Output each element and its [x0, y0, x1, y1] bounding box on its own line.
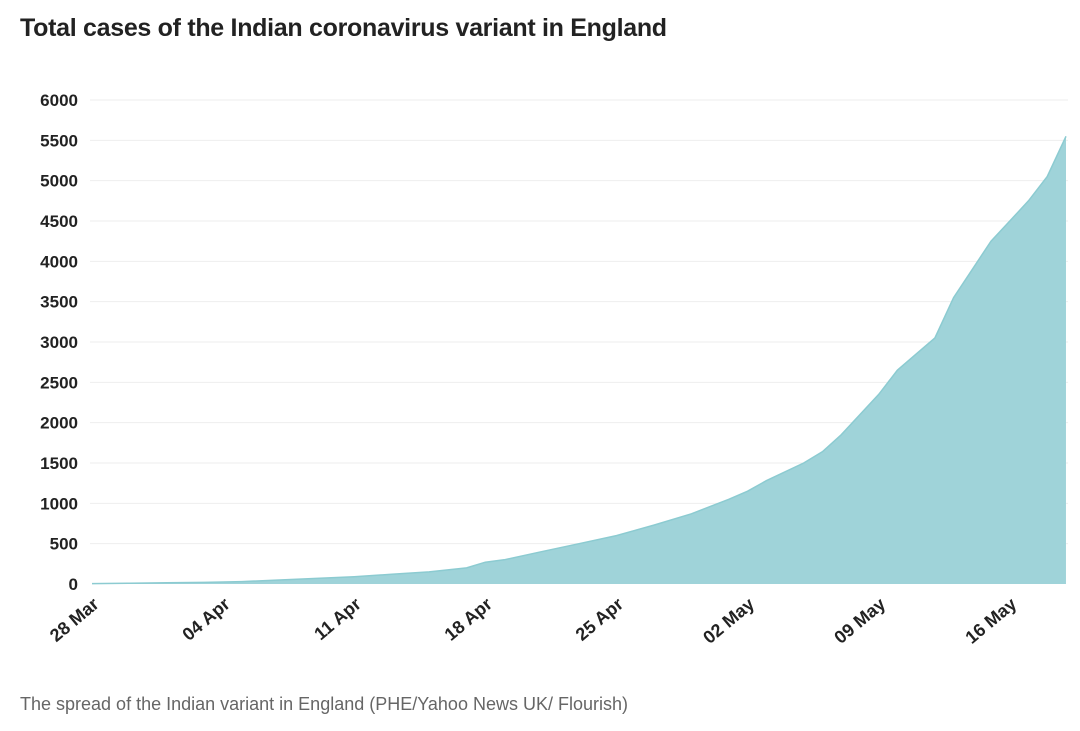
x-axis-ticks: 28 Mar 04 Apr 11 Apr 18 Apr 25 Apr 02 May 09 M… [46, 594, 1020, 648]
chart-caption: The spread of the Indian variant in Engl… [20, 694, 628, 714]
y-tick-label: 1000 [40, 494, 78, 513]
y-tick-label: 4000 [40, 252, 78, 271]
y-tick-label: 3500 [40, 293, 78, 312]
y-tick-label: 4500 [40, 212, 78, 231]
x-tick-label: 25 Apr [572, 594, 627, 645]
chart-title: Total cases of the Indian coronavirus va… [20, 14, 667, 42]
area-series [91, 135, 1067, 585]
y-tick-label: 6000 [40, 91, 78, 110]
y-axis-ticks: 0 500 1000 1500 2000 2500 3000 3500 4000 4500 5000… [40, 91, 78, 594]
y-tick-label: 0 [69, 575, 78, 594]
x-tick-label: 16 May [961, 594, 1020, 648]
gridlines [90, 99, 1068, 545]
x-tick-label: 04 Apr [178, 594, 233, 645]
y-tick-label: 500 [50, 535, 78, 554]
y-tick-label: 3000 [40, 333, 78, 352]
x-tick-label: 09 May [830, 594, 889, 648]
y-tick-label: 5000 [40, 172, 78, 191]
area-line [91, 135, 1067, 585]
y-tick-label: 5500 [40, 131, 78, 150]
x-tick-label: 28 Mar [46, 594, 103, 646]
x-tick-label: 02 May [699, 594, 758, 648]
y-tick-label: 2000 [40, 414, 78, 433]
area-fill [92, 136, 1066, 585]
x-tick-label: 11 Apr [310, 594, 365, 644]
y-tick-label: 2500 [40, 373, 78, 392]
x-tick-label: 18 Apr [441, 594, 496, 645]
y-tick-label: 1500 [40, 454, 78, 473]
